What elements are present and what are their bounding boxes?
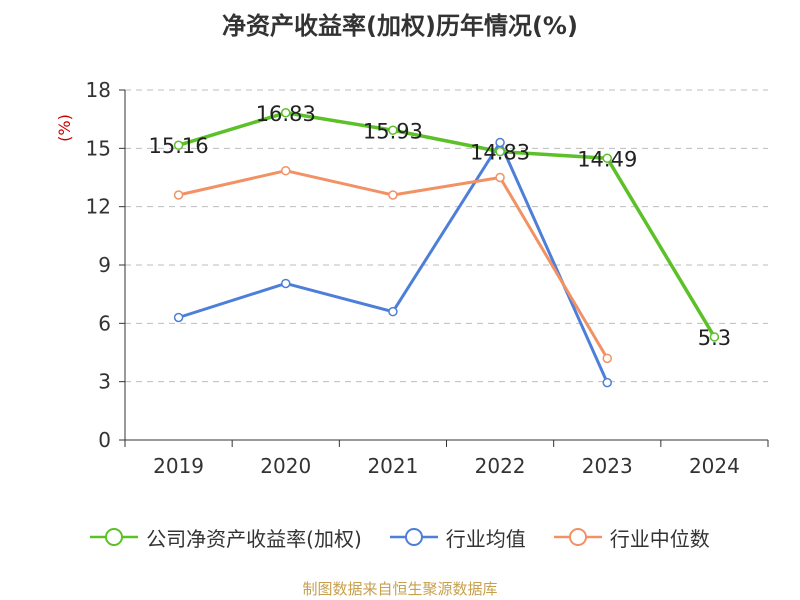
y-tick-label: 0 [98,428,111,452]
data-label: 5.3 [698,326,731,350]
chart-legend: 公司净资产收益率(加权) 行业均值 行业中位数 [0,520,800,554]
data-label: 16.83 [256,102,316,126]
data-point [602,353,612,364]
data-labels: 15.16 16.83 15.93 14.83 14.49 5.3 [149,102,732,350]
data-point [173,140,184,150]
axes: 0 3 6 9 12 15 18 2019 2020 2021 2022 2023 2024 (%) [55,78,769,478]
data-point [495,146,505,157]
legend-circle [105,528,124,546]
series-line [178,141,609,384]
data-point [173,312,184,323]
data-label: 15.93 [363,119,423,143]
y-tick-label: 12 [86,195,111,219]
data-point [388,190,398,200]
data-point [709,332,720,342]
data-label: 14.49 [577,147,637,171]
grid-lines [125,89,768,383]
data-point [388,306,398,317]
legend-item: 行业中位数 [553,523,710,552]
data-point [602,377,612,388]
legend-label: 行业中位数 [609,526,710,551]
legend-marker-icon [553,528,602,546]
x-tick-label: 2022 [475,454,526,478]
legend-marker-icon [90,528,139,546]
chart-title: 净资产收益率(加权)历年情况(%) [222,12,578,40]
x-tick-label: 2024 [689,454,740,478]
data-point [602,153,612,163]
legend-label: 公司净资产收益率(加权) [146,526,362,551]
legend-item: 公司净资产收益率(加权) [90,523,362,552]
x-tick-label: 2021 [367,454,418,478]
data-point [495,137,505,148]
source-note: 制图数据来自恒生聚源数据库 [302,580,498,598]
x-tick-label: 2023 [582,454,633,478]
y-tick-label: 18 [86,78,111,102]
x-tick-label: 2020 [260,454,311,478]
data-point [495,172,505,183]
series-line [178,111,716,338]
data-point [173,190,184,200]
x-tick-label: 2019 [153,454,204,478]
y-tick-label: 6 [98,311,111,335]
legend-marker-icon [389,528,438,546]
y-tick-label: 9 [98,253,111,277]
data-point [281,165,291,176]
legend-circle [404,528,423,546]
y-axis-label: (%) [55,114,74,142]
data-point [388,125,398,135]
data-point [281,108,291,118]
legend-item: 行业均值 [389,523,526,552]
y-tick-label: 3 [98,370,111,394]
data-point [281,278,291,289]
y-tick-label: 15 [86,136,111,160]
legend-label: 行业均值 [445,526,526,551]
data-label: 15.16 [149,134,209,158]
data-label: 14.83 [470,141,530,165]
legend-circle [568,528,587,546]
series-lines [173,108,720,388]
